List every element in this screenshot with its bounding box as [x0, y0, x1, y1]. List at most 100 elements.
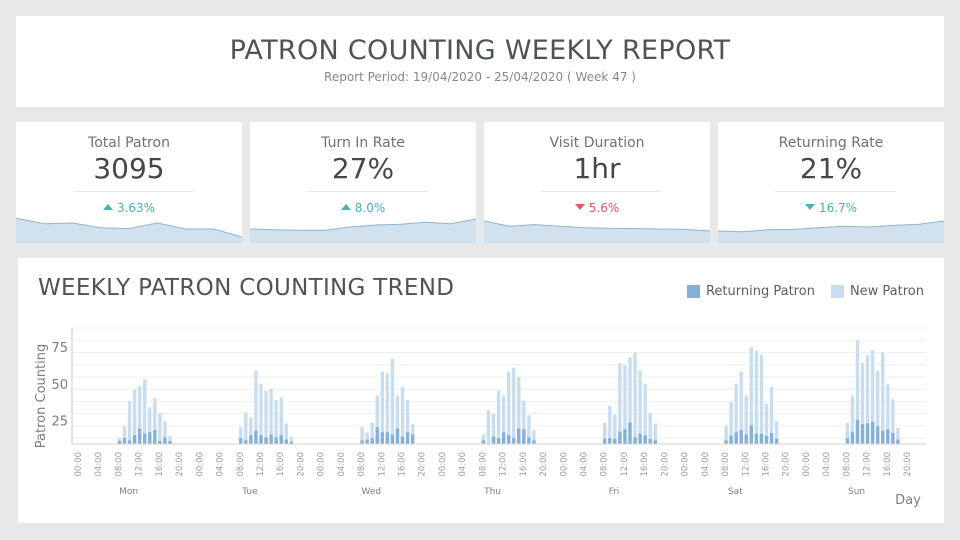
- bar-returning-patron: [385, 432, 390, 444]
- sparkline-area: [484, 221, 710, 243]
- bar-new-patron: [163, 421, 167, 444]
- bar-new-patron: [279, 397, 283, 444]
- bar-returning-patron: [532, 440, 536, 444]
- x-tick-label: 20:00: [660, 452, 670, 477]
- bar-new-patron: [870, 350, 875, 444]
- bar-returning-patron: [734, 432, 738, 444]
- legend-swatch-new: [830, 285, 844, 298]
- x-tick-label: 16:00: [640, 452, 650, 477]
- bar-returning-patron: [522, 429, 526, 444]
- bar-new-patron: [724, 425, 728, 444]
- x-tick-label: 20:00: [296, 452, 306, 477]
- kpi-card-turn-in-rate: Turn In Rate 27% 8.0%: [250, 122, 476, 243]
- x-tick-label: 04:00: [216, 452, 226, 477]
- kpi-change: 16.7%: [718, 201, 944, 215]
- bar-new-patron: [527, 415, 531, 444]
- bar-returning-patron: [865, 423, 870, 444]
- kpi-change: 5.6%: [484, 201, 710, 215]
- bar-new-patron: [244, 412, 248, 444]
- bar-returning-patron: [759, 433, 764, 444]
- bar-returning-patron: [153, 430, 157, 444]
- kpi-value: 3095: [93, 152, 165, 185]
- bar-returning-patron: [117, 441, 122, 444]
- legend-item-new[interactable]: New Patron: [830, 284, 924, 299]
- x-tick-label: 16:00: [761, 452, 771, 477]
- bar-returning-patron: [269, 434, 273, 444]
- bar-new-patron: [132, 389, 137, 444]
- bar-new-patron: [370, 422, 374, 444]
- bar-new-patron: [532, 430, 536, 444]
- legend-label: New Patron: [849, 284, 924, 299]
- y-axis-label: Patron Counting: [34, 344, 49, 448]
- bar-new-patron: [380, 371, 384, 444]
- bar-new-patron: [628, 357, 632, 444]
- kpi-value: 27%: [331, 152, 395, 185]
- bar-new-patron: [127, 401, 132, 444]
- bar-new-patron: [850, 395, 855, 444]
- kpi-sparkline: [16, 217, 242, 243]
- kpi-change: 3.63%: [16, 201, 242, 215]
- bar-new-patron: [881, 352, 885, 444]
- kpi-value: 21%: [799, 152, 863, 185]
- y-tick-label: 25: [51, 415, 68, 430]
- bar-returning-patron: [855, 419, 860, 444]
- y-tick-label: 75: [51, 341, 68, 356]
- x-tick-label: 16:00: [883, 452, 893, 477]
- bar-returning-patron: [395, 428, 400, 444]
- bar-new-patron: [648, 413, 652, 444]
- kpi-card-total-patron: Total Patron 3095 3.63%: [16, 122, 242, 243]
- bar-returning-patron: [613, 438, 617, 444]
- bar-new-patron: [623, 365, 627, 444]
- bar-new-patron: [249, 417, 253, 444]
- bar-new-patron: [734, 383, 738, 444]
- bar-new-patron: [501, 395, 506, 444]
- x-tick-label: 12:00: [620, 452, 630, 477]
- legend-item-returning[interactable]: Returning Patron: [686, 284, 815, 299]
- bar-returning-patron: [603, 438, 607, 444]
- bar-new-patron: [410, 424, 415, 444]
- bar-returning-patron: [724, 440, 728, 444]
- bar-new-patron: [769, 386, 774, 444]
- kpi-label: Returning Rate: [778, 135, 884, 151]
- day-label: Sun: [848, 487, 865, 497]
- weekly-trend-card: 25 50 75 Patron Counting 00:00 04:00 08:00 12:0…: [18, 258, 944, 523]
- bar-new-patron: [269, 388, 273, 444]
- bar-new-patron: [886, 383, 890, 444]
- sparkline-line: [718, 220, 944, 233]
- bar-new-patron: [744, 395, 748, 444]
- bar-returning-patron: [896, 439, 900, 444]
- x-tick-label: 20:00: [782, 452, 792, 477]
- bar-returning-patron: [623, 429, 627, 444]
- bar-new-patron: [653, 423, 657, 444]
- kpi-divider: [541, 191, 662, 192]
- x-tick-label: 08:00: [236, 452, 246, 477]
- bar-returning-patron: [264, 437, 268, 444]
- bar-returning-patron: [764, 435, 769, 444]
- bar-new-patron: [264, 391, 268, 444]
- bar-returning-patron: [259, 435, 263, 444]
- day-label: Tue: [241, 487, 258, 497]
- x-tick-label: 04:00: [337, 452, 347, 477]
- bar-new-patron: [405, 399, 410, 444]
- bar-new-patron: [749, 347, 754, 444]
- bar-returning-patron: [608, 438, 612, 444]
- bar-returning-patron: [365, 439, 369, 444]
- sparkline-line: [250, 218, 476, 231]
- bar-new-patron: [875, 370, 880, 444]
- bar-returning-patron: [244, 440, 248, 444]
- bar-returning-patron: [289, 441, 294, 444]
- bar-returning-patron: [527, 437, 531, 444]
- report-period: Report Period: 19/04/2020 - 25/04/2020 (…: [324, 70, 636, 84]
- bar-returning-patron: [739, 430, 743, 444]
- bar-new-patron: [259, 383, 263, 444]
- report-title: PATRON COUNTING WEEKLY REPORT: [229, 35, 731, 66]
- bar-returning-patron: [501, 432, 506, 444]
- bar-returning-patron: [148, 432, 152, 444]
- bar-returning-patron: [249, 435, 253, 444]
- bar-returning-patron: [410, 434, 415, 444]
- bar-new-patron: [754, 350, 759, 444]
- bar-new-patron: [254, 370, 258, 444]
- bar-returning-patron: [122, 438, 127, 444]
- bar-returning-patron: [628, 422, 632, 444]
